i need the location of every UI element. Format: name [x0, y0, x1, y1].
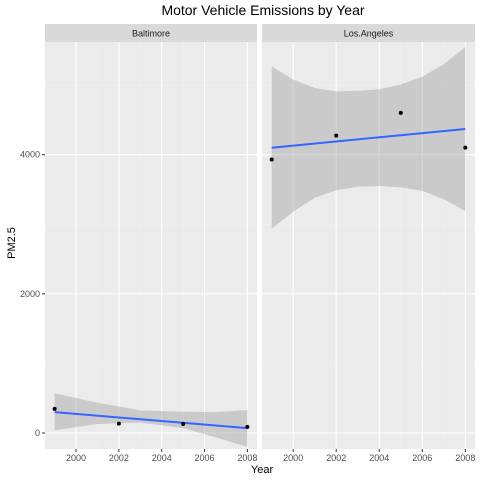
data-point: [245, 424, 250, 429]
facet-panel-0: Baltimore 2000 2002 2004 2006 2008: [45, 24, 257, 463]
facet-panel-1: Los.Angeles 2000 2002 2004 2006 2008: [262, 24, 475, 463]
regression-line: [271, 127, 466, 149]
x-tick-label: 2008: [237, 453, 257, 463]
y-tick-label: 4000: [20, 150, 40, 160]
facet-strip: [45, 24, 257, 42]
x-tick-label: 2008: [455, 453, 475, 463]
facet-strip-label: Los.Angeles: [344, 29, 394, 39]
data-point: [398, 110, 403, 115]
x-tick-label: 2000: [66, 453, 86, 463]
facet-strip: [262, 24, 475, 42]
x-tick-label: 2002: [109, 453, 129, 463]
x-tick-label: 2004: [369, 453, 389, 463]
y-axis-title: PM2.5: [6, 227, 18, 259]
x-tick-label: 2006: [195, 453, 215, 463]
data-point: [463, 145, 468, 150]
x-tick-label: 2002: [326, 453, 346, 463]
data-point: [116, 421, 121, 426]
x-tick-label: 2000: [283, 453, 303, 463]
x-tick-label: 2006: [412, 453, 432, 463]
x-axis-title: Year: [251, 464, 274, 476]
data-point: [181, 421, 186, 426]
y-tick-label: 2000: [20, 289, 40, 299]
panel-background: [45, 42, 257, 449]
y-tick-label: 0: [35, 428, 40, 438]
facet-strip-label: Baltimore: [132, 29, 170, 39]
regression-line: [54, 411, 248, 430]
chart-title: Motor Vehicle Emissions by Year: [161, 2, 364, 18]
x-tick-label: 2004: [152, 453, 172, 463]
data-point: [269, 157, 274, 162]
data-point: [334, 133, 339, 138]
data-point: [52, 406, 57, 411]
panel-background: [262, 42, 475, 449]
